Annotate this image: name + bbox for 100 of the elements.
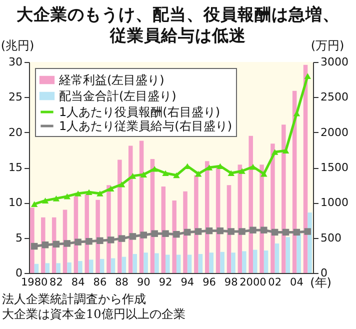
bar — [252, 250, 258, 273]
bar — [144, 252, 148, 273]
legend-label: 1人あたり役員報酬(右目盛り) — [59, 105, 220, 119]
x-tick-label: 02 — [268, 276, 282, 288]
point — [31, 201, 38, 207]
bar — [118, 160, 122, 273]
point — [228, 228, 234, 235]
x-tick-label: 2000 — [240, 276, 266, 288]
point — [140, 232, 148, 238]
bar — [110, 258, 116, 273]
point — [260, 226, 268, 234]
point — [52, 240, 60, 248]
bar — [242, 251, 246, 273]
y-tick-label: 10 — [8, 196, 22, 210]
point — [216, 227, 224, 234]
bar — [282, 124, 286, 273]
bar — [154, 253, 159, 273]
point — [86, 238, 92, 245]
y2-tick-label: 1500 — [320, 161, 348, 174]
point — [96, 237, 104, 244]
bar — [166, 254, 170, 273]
point — [64, 193, 71, 200]
bar — [100, 258, 104, 273]
point — [173, 230, 180, 238]
point — [42, 242, 49, 248]
y-tick-label: 30 — [8, 56, 22, 68]
point — [140, 172, 148, 178]
point — [282, 228, 290, 236]
point — [173, 172, 180, 178]
point — [206, 164, 213, 170]
point — [238, 168, 246, 174]
text: 法人企業統計調査から作成 — [2, 292, 147, 307]
x-tick-label: 82 — [50, 276, 63, 288]
x-tick-label: 98 — [224, 276, 238, 288]
point — [238, 228, 246, 235]
bar — [231, 252, 236, 273]
bar — [274, 243, 280, 273]
point — [250, 226, 256, 234]
point — [31, 242, 38, 250]
point — [118, 235, 126, 242]
bar — [78, 261, 82, 273]
bar — [220, 252, 224, 273]
bar — [176, 254, 181, 273]
bar — [260, 164, 264, 273]
bar — [34, 264, 39, 273]
bar — [296, 234, 301, 273]
bar — [89, 260, 94, 273]
x-tick-label: 94 — [180, 276, 194, 288]
y2-tick-label: 2000 — [320, 126, 348, 139]
point — [271, 228, 278, 236]
bar — [122, 256, 126, 273]
legend-label: 1人あたり従業員給与(右目盛り) — [59, 119, 232, 133]
x-tick-label: 04 — [290, 276, 304, 288]
legend-label: 経常利益(左目盛り) — [58, 73, 164, 87]
bar — [308, 212, 312, 273]
x-tick-label: 1980 — [20, 276, 48, 288]
bar — [194, 175, 198, 273]
bar — [198, 254, 203, 273]
y2-tick-label: 1000 — [320, 196, 348, 210]
bar — [67, 262, 72, 273]
point — [162, 230, 169, 237]
point — [260, 170, 268, 177]
point — [194, 170, 202, 177]
point — [42, 198, 49, 204]
point — [96, 190, 104, 196]
x-tick-label: 84 — [71, 276, 86, 288]
y-tick-label: 20 — [8, 126, 22, 139]
point — [206, 227, 213, 234]
x-tick-label: 96 — [202, 276, 216, 288]
y-tick-label: 15 — [8, 161, 22, 174]
bar — [183, 191, 188, 273]
bar — [209, 252, 214, 273]
point — [151, 230, 158, 237]
text: 大企業は資本金10億円以上の企業 — [2, 307, 186, 322]
y2-tick-label: 3000 — [320, 56, 348, 68]
y-tick-label: 0 — [16, 266, 22, 280]
bar — [132, 254, 138, 273]
legend-label: 配当金合計(左目盛り) — [59, 89, 176, 103]
point — [293, 228, 300, 236]
point — [271, 149, 278, 155]
point — [129, 233, 136, 240]
bar — [45, 263, 50, 273]
y2-axis-title: (万円) — [310, 38, 344, 52]
bar — [30, 208, 34, 273]
point — [228, 170, 234, 176]
x-tick-label: 90 — [136, 276, 150, 288]
point — [162, 170, 169, 176]
bar — [187, 254, 192, 273]
point — [52, 196, 60, 202]
bar — [248, 136, 253, 273]
x-tick-label: 92 — [158, 276, 172, 288]
y2-tick-label: 500 — [320, 231, 342, 244]
bar — [96, 200, 100, 273]
point — [304, 73, 311, 79]
bar — [270, 144, 275, 273]
point — [184, 228, 191, 236]
bar — [204, 161, 210, 273]
point — [304, 228, 311, 235]
point — [74, 190, 82, 196]
point — [118, 181, 126, 188]
